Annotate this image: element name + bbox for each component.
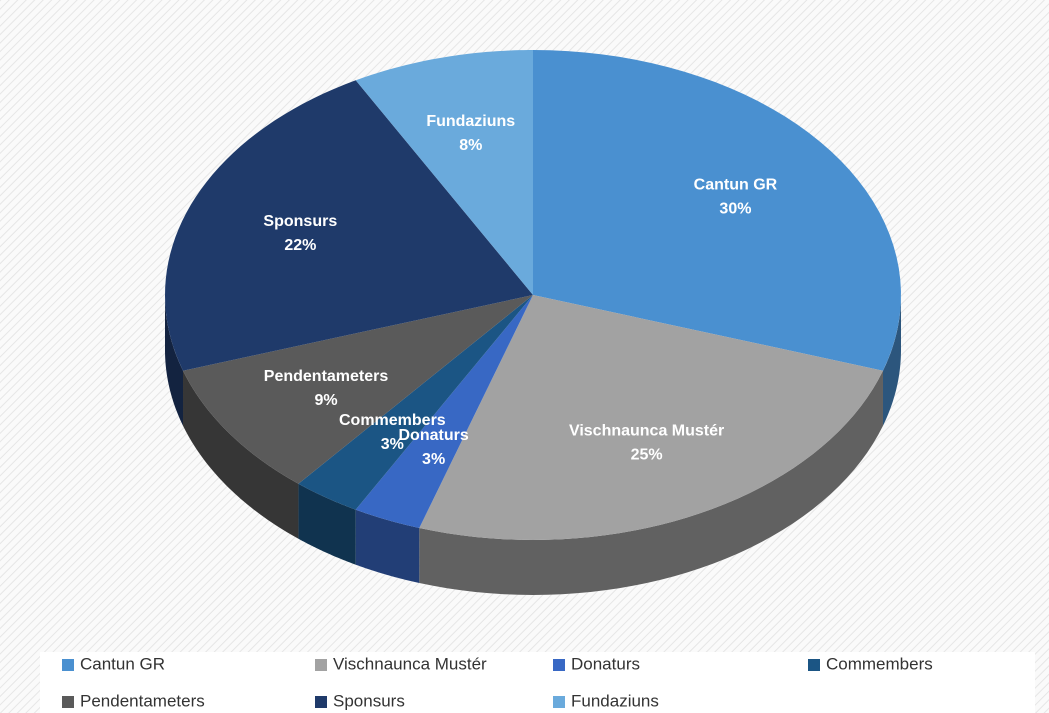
slice-label-value: 3%	[381, 436, 404, 453]
slice-label-name: Commembers	[339, 412, 446, 429]
slice-label-value: 3%	[422, 451, 445, 468]
legend-label: Pendentameters	[80, 691, 205, 710]
legend-swatch	[62, 659, 74, 671]
legend-label: Cantun GR	[80, 654, 165, 673]
legend-label: Sponsurs	[333, 691, 405, 710]
legend-swatch	[553, 659, 565, 671]
legend-swatch	[808, 659, 820, 671]
slice-side	[419, 370, 883, 595]
slice	[419, 295, 883, 540]
legend-box	[40, 652, 1035, 713]
slice-side	[183, 370, 299, 539]
legend-swatch	[62, 696, 74, 708]
legend-label: Vischnaunca Mustér	[333, 654, 487, 673]
legend-swatch	[553, 696, 565, 708]
slice-side	[165, 295, 184, 426]
slice-label-value: 8%	[459, 137, 482, 154]
legend-swatch	[315, 696, 327, 708]
legend-label: Donaturs	[571, 654, 640, 673]
slice-side	[298, 483, 356, 565]
legend-label: Commembers	[826, 654, 933, 673]
slice-label-value: 30%	[719, 200, 751, 217]
slice-side	[882, 295, 901, 426]
legend-swatch	[315, 659, 327, 671]
slice	[355, 50, 533, 295]
slice	[183, 295, 533, 484]
slice	[533, 50, 901, 371]
slice-side	[355, 509, 420, 584]
slice-label-value: 25%	[631, 447, 663, 464]
slice-label-name: Pendentameters	[264, 368, 389, 385]
slice-label-name: Fundaziuns	[426, 113, 515, 130]
slice	[298, 295, 533, 510]
slice-label-name: Vischnaunca Mustér	[569, 423, 724, 440]
slice-label-name: Donaturs	[399, 427, 469, 444]
slice	[165, 80, 533, 371]
slice-label-value: 22%	[284, 237, 316, 254]
slice	[355, 295, 533, 529]
slice-label-value: 9%	[314, 392, 337, 409]
legend-label: Fundaziuns	[571, 691, 659, 710]
slice-label-name: Cantun GR	[694, 176, 778, 193]
slice-label-name: Sponsurs	[263, 213, 337, 230]
